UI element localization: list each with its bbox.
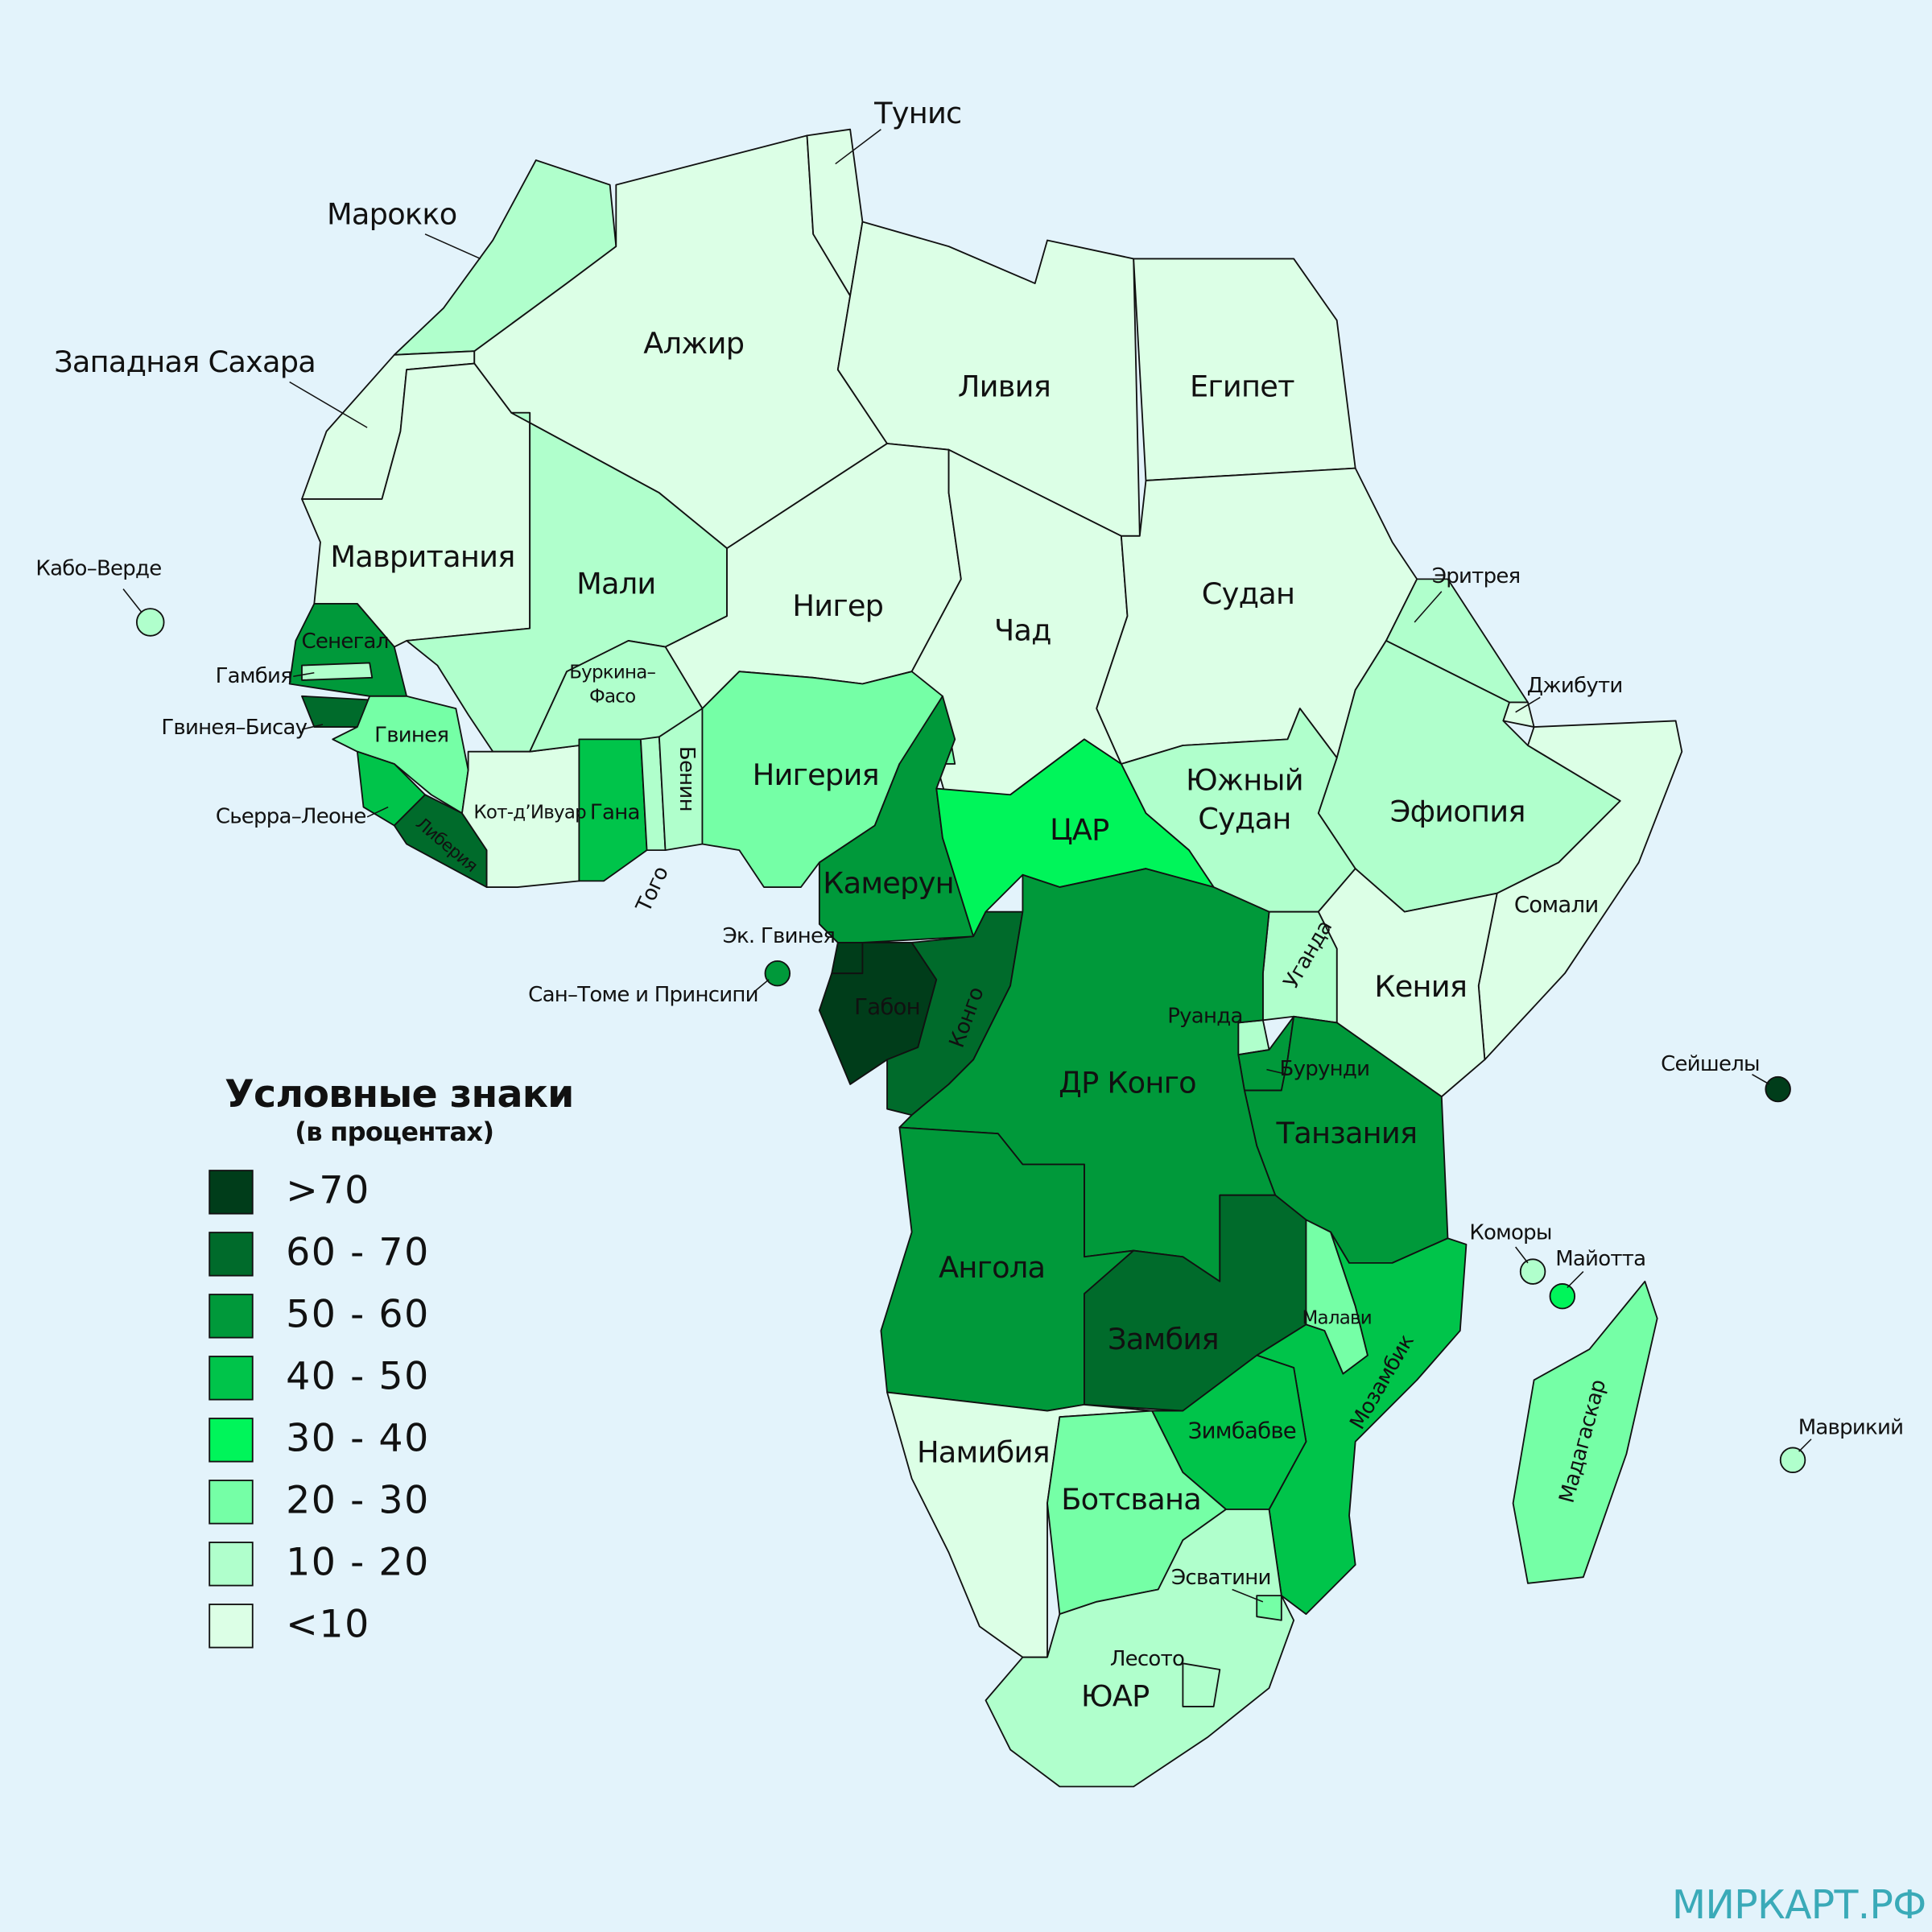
country — [1512, 1280, 1658, 1584]
country-label: Гвинея–Бисау — [161, 716, 307, 740]
country-label: Сенегал — [302, 630, 389, 654]
legend-subtitle: (в процентах) — [295, 1117, 493, 1147]
country-label: Ботсвана — [1061, 1482, 1201, 1517]
country-label: Майотта — [1555, 1247, 1645, 1271]
country-label: Сьерра–Леоне — [216, 804, 366, 828]
legend-swatch — [208, 1294, 254, 1339]
country-label: Кот-д’Ивуар — [473, 803, 586, 824]
island — [1519, 1258, 1546, 1285]
country — [1133, 258, 1356, 481]
legend-label: 50 - 60 — [286, 1293, 430, 1337]
legend-label: 20 - 30 — [286, 1479, 430, 1523]
country-label: Габон — [854, 994, 920, 1020]
country-label: Южный — [1186, 763, 1303, 798]
country-label: Сан–Томе и Принсипи — [528, 983, 758, 1007]
country-label: Замбия — [1108, 1322, 1219, 1356]
country-label: Судан — [1202, 576, 1294, 611]
country-label: Эсватини — [1171, 1566, 1271, 1590]
country — [1256, 1595, 1282, 1621]
country-label: Танзания — [1276, 1116, 1418, 1150]
legend-title: Условные знаки — [225, 1072, 573, 1117]
country-label: Зимбабве — [1188, 1418, 1296, 1444]
country — [831, 942, 864, 975]
country-label: Сейшелы — [1661, 1052, 1760, 1076]
island — [764, 960, 791, 987]
country-label: Маврикий — [1798, 1415, 1904, 1439]
country-label: ЮАР — [1081, 1679, 1150, 1714]
legend-swatch — [208, 1232, 254, 1277]
country-label: Коморы — [1469, 1221, 1551, 1245]
legend-label: 10 - 20 — [286, 1541, 430, 1585]
country-label: Фасо — [589, 686, 635, 707]
country — [1477, 720, 1683, 1061]
country-label: Эритрея — [1432, 564, 1521, 588]
island — [1765, 1075, 1791, 1103]
country-label: Чад — [994, 613, 1051, 648]
country-label: Тунис — [873, 96, 961, 130]
country-label: Руанда — [1167, 1004, 1242, 1028]
country-label: Египет — [1190, 369, 1294, 404]
country-label: Ливия — [958, 369, 1051, 404]
country-label: Западная Сахара — [54, 345, 316, 379]
country-label: Мавритания — [330, 539, 514, 574]
island — [1779, 1447, 1806, 1473]
country — [985, 1509, 1295, 1788]
country-label: Эфиопия — [1390, 795, 1525, 829]
country-label: Буркина– — [569, 663, 655, 683]
country-label: Кабо–Верде — [35, 557, 161, 581]
country — [332, 695, 469, 815]
country — [1237, 1019, 1270, 1056]
country — [1256, 1231, 1468, 1616]
island — [135, 608, 165, 637]
country-label: Нигерия — [753, 758, 879, 792]
legend-label: >70 — [286, 1169, 370, 1213]
country-label: Лесото — [1110, 1647, 1184, 1671]
country-label: Эк. Гвинея — [723, 924, 836, 948]
legend-label: 30 - 40 — [286, 1417, 430, 1461]
country — [836, 221, 1141, 537]
country — [578, 738, 648, 882]
country — [1182, 1662, 1221, 1707]
country-label: Сомали — [1514, 892, 1599, 918]
country-label: ЦАР — [1050, 813, 1108, 848]
legend-swatch — [208, 1542, 254, 1587]
watermark: МИРКАРТ.РФ — [1672, 1882, 1926, 1928]
legend-swatch — [208, 1480, 254, 1525]
legend-label: 40 - 50 — [286, 1355, 430, 1399]
country-label: Намибия — [917, 1435, 1050, 1470]
country-label: Мали — [576, 567, 655, 601]
country-label: Малави — [1302, 1307, 1372, 1328]
country-label: Марокко — [327, 196, 456, 231]
country-label: Гана — [590, 801, 640, 825]
country — [301, 662, 374, 681]
legend-swatch — [208, 1418, 254, 1463]
country-label: Кения — [1374, 969, 1467, 1004]
country-label: Гвинея — [374, 723, 448, 747]
country — [1084, 1194, 1307, 1412]
legend-swatch — [208, 1604, 254, 1649]
country-label: Камерун — [823, 865, 954, 900]
legend-swatch — [208, 1170, 254, 1215]
country-label: Судан — [1198, 801, 1290, 836]
country-label: Джибути — [1527, 674, 1623, 698]
island — [1549, 1282, 1576, 1310]
country-label: Ангола — [939, 1250, 1045, 1285]
leader-lines — [122, 129, 1812, 1603]
legend-swatch — [208, 1356, 254, 1401]
country-label: Алжир — [643, 326, 744, 361]
legend-label: <10 — [286, 1603, 370, 1647]
country — [818, 695, 975, 943]
country-label: Бурунди — [1280, 1057, 1370, 1081]
country-label: Нигер — [792, 588, 883, 623]
country-label: Бенин — [675, 746, 699, 811]
country-label: Гамбия — [216, 664, 292, 688]
country-label: ДР Конго — [1059, 1065, 1196, 1100]
legend-label: 60 - 70 — [286, 1231, 430, 1275]
country — [886, 1391, 1154, 1658]
